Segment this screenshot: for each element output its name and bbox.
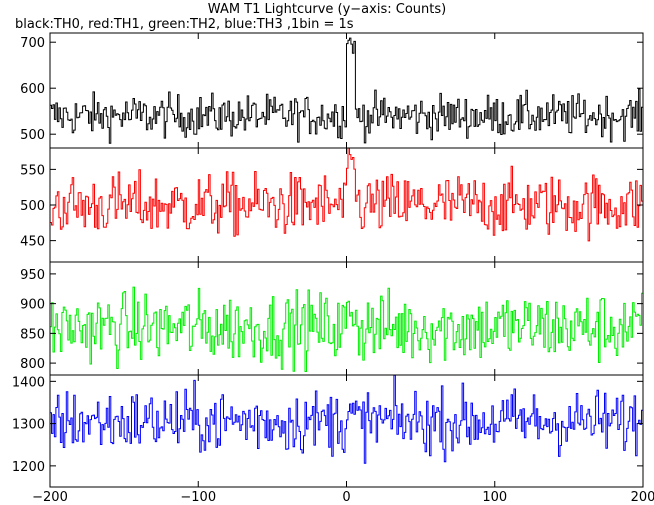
y-tick-label: 500 [20, 128, 45, 143]
series-line-th0 [50, 37, 644, 144]
x-tick-label: −200 [32, 490, 68, 505]
series-line-th1 [50, 147, 644, 242]
y-tick-label: 1300 [12, 418, 45, 433]
y-tick-label: 600 [20, 82, 45, 97]
x-tick-label: 0 [342, 490, 350, 505]
series-line-th2 [50, 286, 644, 372]
y-tick-label: 700 [20, 36, 45, 51]
x-tick-label: 100 [482, 490, 507, 505]
y-tick-label: 850 [20, 327, 45, 342]
y-tick-label: 500 [20, 199, 45, 214]
series-line-th3 [50, 374, 644, 464]
chart-title: WAM T1 Lightcurve (y−axis: Counts) [207, 2, 447, 17]
x-tick-label: 200 [631, 490, 654, 505]
y-tick-label: 800 [20, 357, 45, 372]
y-tick-label: 1400 [12, 375, 45, 390]
y-tick-label: 950 [20, 268, 45, 283]
y-tick-label: 1200 [12, 460, 45, 475]
chart-subtitle: black:TH0, red:TH1, green:TH2, blue:TH3 … [15, 17, 354, 32]
panel-frame-th3 [49, 374, 644, 488]
x-tick-label: −100 [180, 490, 216, 505]
y-tick-label: 550 [20, 163, 45, 178]
y-tick-label: 450 [20, 235, 45, 250]
y-tick-label: 900 [20, 298, 45, 313]
